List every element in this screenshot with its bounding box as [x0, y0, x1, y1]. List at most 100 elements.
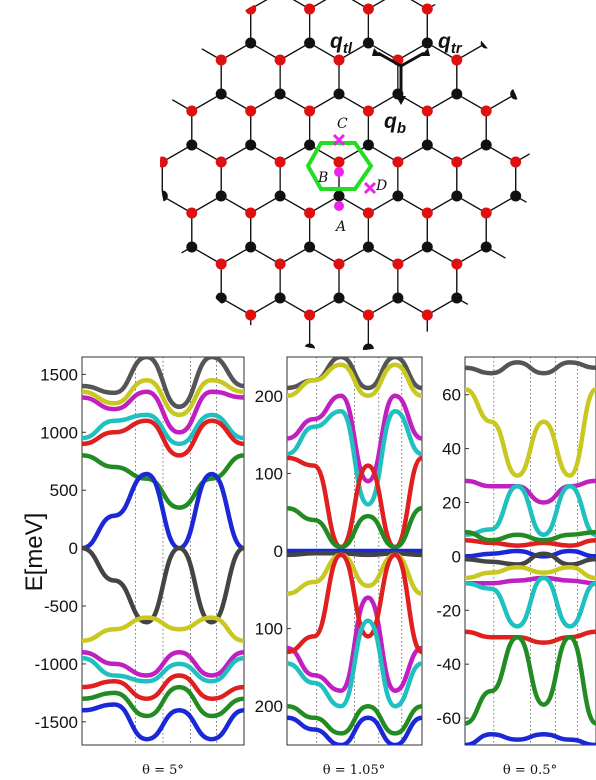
- qb-label: qb: [384, 110, 406, 137]
- lattice-site: [245, 241, 257, 253]
- panel-caption: θ = 1.05°: [323, 763, 385, 778]
- band-line: [82, 389, 244, 435]
- point-d-label: D: [375, 178, 387, 194]
- band-line: [465, 634, 596, 726]
- lattice-site: [215, 258, 227, 270]
- lattice-site: [215, 190, 227, 202]
- lattice-site: [160, 292, 168, 304]
- band-line: [82, 418, 244, 458]
- y-tick-label: -500: [44, 597, 78, 616]
- band-line: [287, 715, 422, 745]
- lattice-site: [274, 190, 286, 202]
- y-tick-label: -1500: [35, 713, 78, 732]
- lattice-site: [274, 292, 286, 304]
- lattice-site: [160, 88, 168, 100]
- lattice-site: [451, 88, 463, 100]
- band-line: [465, 529, 596, 543]
- y-tick-label: -40: [436, 655, 461, 674]
- lattice-site: [245, 309, 257, 321]
- lattice-site: [304, 241, 316, 253]
- lattice-site: [569, 55, 580, 66]
- lattice-site: [540, 208, 551, 219]
- lattice-site: [540, 242, 551, 253]
- lattice-site: [127, 208, 138, 219]
- lattice-site: [480, 105, 492, 117]
- band-line: [465, 575, 596, 629]
- point-a-label: A: [334, 219, 346, 235]
- band-line: [287, 618, 422, 709]
- lattice-site: [392, 292, 404, 304]
- band-line: [465, 387, 596, 478]
- y-tick-label: 100: [255, 620, 283, 639]
- lattice-site: [245, 139, 257, 151]
- lattice-site: [362, 139, 374, 151]
- lattice-site: [510, 258, 522, 270]
- band-line: [465, 575, 596, 586]
- y-tick-label: -20: [436, 601, 461, 620]
- lattice-site: [304, 139, 316, 151]
- lattice-site: [333, 88, 345, 100]
- band-line: [82, 702, 244, 742]
- lattice-site: [333, 190, 345, 202]
- lattice-site: [215, 54, 227, 66]
- lattice-site: [421, 37, 433, 49]
- band-line: [82, 377, 244, 418]
- lattice-site: [215, 88, 227, 100]
- y-tick-label: 40: [442, 440, 461, 459]
- lattice-site: [480, 207, 492, 219]
- lattice-site: [274, 88, 286, 100]
- y-tick-label: 200: [255, 387, 283, 406]
- lattice-site: [215, 292, 227, 304]
- band-line: [82, 471, 244, 551]
- lattice-site: [245, 37, 257, 49]
- lattice-site: [480, 343, 492, 351]
- lattice-site: [186, 139, 198, 151]
- lattice-site: [127, 140, 138, 151]
- lattice-site: [510, 156, 522, 168]
- band-panel-3: 60 40 20 0 -20 -40 -60 θ = 0.5°: [436, 356, 596, 778]
- qtl-label: qtl: [330, 30, 353, 57]
- lattice-site: [362, 241, 374, 253]
- lattice-site: [186, 309, 198, 321]
- lattice-site: [421, 105, 433, 117]
- lattice-site: [245, 3, 257, 15]
- y-tick-label: 1500: [40, 365, 78, 384]
- lattice-site: [304, 343, 316, 351]
- lattice-site: [480, 309, 492, 321]
- band-line: [82, 655, 244, 684]
- symmetry-point-marker: [332, 133, 346, 147]
- lattice-site: [333, 54, 345, 66]
- lattice-site: [98, 157, 109, 168]
- y-tick-label: 20: [442, 494, 461, 513]
- lattice-site: [392, 258, 404, 270]
- band-line: [287, 552, 422, 655]
- point-b-label: B: [317, 170, 328, 186]
- band-line: [82, 684, 244, 719]
- lattice-site: [362, 105, 374, 117]
- lattice-site: [480, 37, 492, 49]
- y-tick-label: 1000: [40, 423, 78, 442]
- lattice-site: [160, 258, 168, 270]
- symmetry-point-marker: [363, 181, 377, 195]
- lattice-site: [186, 37, 198, 49]
- lattice-site: [160, 54, 168, 66]
- lattice-site: [421, 207, 433, 219]
- lattice-site: [510, 54, 522, 66]
- lattice-site: [275, 361, 286, 372]
- lattice-site: [569, 191, 580, 202]
- band-line: [82, 650, 244, 678]
- band-line: [465, 548, 596, 559]
- symmetry-point-marker: [334, 201, 344, 211]
- lattice-site: [540, 38, 551, 49]
- lattice-site: [540, 4, 551, 15]
- y-tick-label: 200: [255, 697, 283, 716]
- y-axis-label: E[meV]: [21, 513, 48, 592]
- band-line: [82, 357, 244, 410]
- band-line: [465, 537, 596, 548]
- panel-caption: θ = 5°: [142, 763, 184, 778]
- lattice-site: [304, 105, 316, 117]
- qtr-label: qtr: [438, 30, 463, 57]
- lattice-site: [186, 241, 198, 253]
- lattice-site: [510, 292, 522, 304]
- lattice-site: [274, 156, 286, 168]
